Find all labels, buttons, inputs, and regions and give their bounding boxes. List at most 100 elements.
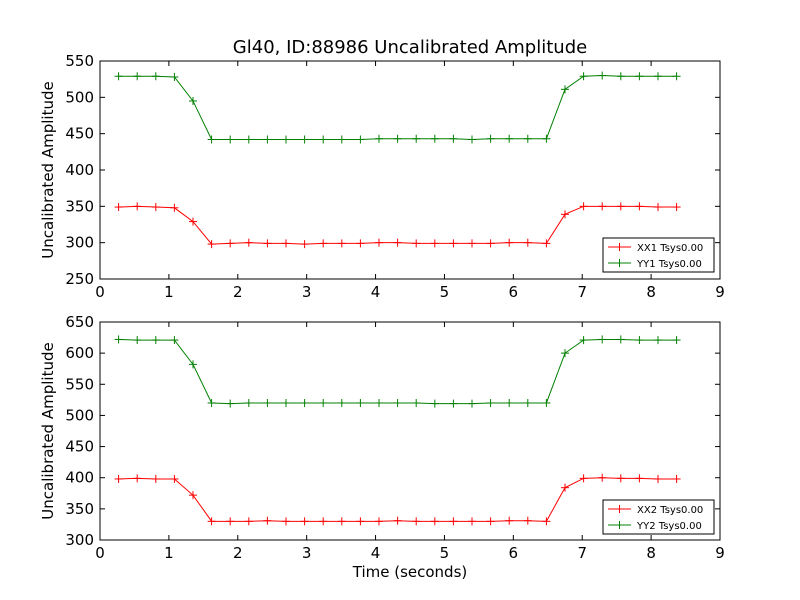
y-tick-label: 350 — [65, 500, 94, 518]
series-0-point — [635, 202, 644, 211]
x-tick-label: 4 — [371, 283, 381, 301]
series-1-point — [672, 72, 681, 81]
series-0-point — [114, 474, 123, 483]
series-0-point — [337, 517, 346, 526]
series-1-point — [579, 336, 588, 345]
series-0-point — [654, 203, 662, 212]
series-0-point — [561, 210, 569, 219]
series-1-point — [282, 398, 290, 407]
x-tick-label: 8 — [646, 283, 656, 301]
series-1-point — [654, 336, 662, 345]
x-tick-label: 2 — [233, 544, 243, 562]
series-1-point — [486, 134, 495, 143]
series-0-point — [263, 239, 272, 248]
series-1-point — [393, 134, 402, 143]
x-tick-label: 9 — [715, 283, 725, 301]
y-tick-label: 450 — [65, 438, 94, 456]
series-0-point — [356, 517, 365, 526]
x-tick-label: 4 — [371, 544, 381, 562]
series-0-point — [207, 240, 216, 249]
y-axis-label: Uncalibrated Amplitude — [39, 342, 57, 519]
series-0-point — [616, 202, 625, 211]
y-tick-label: 300 — [65, 234, 94, 252]
series-1-point — [356, 398, 365, 407]
x-tick-label: 5 — [440, 544, 450, 562]
bottom-plot-panel: 0 1 2 3 4 5 6 7 8 9 300 350 400 450 500 550 600 650 Time (… — [39, 313, 725, 581]
series-0-point — [170, 203, 179, 212]
series-0-point — [337, 239, 346, 248]
x-tick-label: 7 — [577, 544, 587, 562]
series-1-point — [244, 135, 253, 144]
series-0-point — [189, 217, 197, 226]
series-1-point — [207, 135, 216, 144]
series-0-point — [468, 239, 476, 248]
series-0-point — [356, 239, 365, 248]
series-0-point — [151, 474, 160, 483]
series-0-point — [189, 491, 197, 500]
series-0-point — [542, 517, 551, 526]
series-0-point — [598, 202, 607, 211]
series-0-point — [579, 202, 588, 211]
series-1-point — [282, 135, 290, 144]
series-0-point — [263, 516, 272, 525]
series-1-point — [430, 134, 439, 143]
chart-title: Gl40, ID:88986 Uncalibrated Amplitude — [233, 37, 587, 58]
series-1-point — [505, 134, 514, 143]
series-0-point — [300, 517, 309, 526]
series-1-point — [523, 398, 532, 407]
series-0-point — [598, 473, 607, 482]
series-1-point — [189, 96, 197, 105]
series-0-point — [375, 517, 383, 526]
series-0-point — [300, 240, 309, 249]
series-1-point — [300, 135, 309, 144]
series-0-point — [282, 239, 290, 248]
series-1-point — [412, 398, 421, 407]
series-1-point — [151, 336, 160, 345]
series-0-point — [430, 517, 439, 526]
y-tick-label: 350 — [65, 197, 94, 215]
series-1-point — [635, 72, 644, 81]
series-0-point — [561, 483, 569, 492]
series-0-point — [226, 517, 235, 526]
series-1-point — [449, 399, 458, 408]
series-1-point — [598, 71, 607, 80]
x-tick-label: 1 — [164, 283, 174, 301]
y-tick-label: 400 — [65, 469, 94, 487]
series-0-point — [542, 239, 551, 248]
x-tick-label: 2 — [233, 283, 243, 301]
series-1-point — [449, 134, 458, 143]
x-tick-label: 9 — [715, 544, 725, 562]
x-tick-label: 0 — [95, 544, 105, 562]
series-0-point — [672, 203, 681, 212]
series-1-point — [226, 135, 235, 144]
series-1-point — [393, 398, 402, 407]
y-tick-label: 300 — [65, 531, 94, 549]
series-1-point — [616, 335, 625, 344]
series-1-point — [133, 336, 142, 345]
series-0-point — [412, 239, 421, 248]
series-0-point — [375, 238, 383, 247]
y-tick-label: 500 — [65, 406, 94, 424]
series-0-point — [430, 239, 439, 248]
series-1-point — [468, 399, 476, 408]
series-1-point — [654, 72, 662, 81]
series-0-point — [282, 517, 290, 526]
x-axis-label: Time (seconds) — [352, 563, 468, 581]
legend: XX2 Tsys0.00 YY2 Tsys0.00 — [602, 499, 715, 535]
series-0-point — [151, 203, 160, 212]
series-1-point — [561, 349, 569, 358]
series-1-point — [244, 398, 253, 407]
series-0-point — [449, 517, 458, 526]
legend: XX1 Tsys0.00 YY1 Tsys0.00 — [602, 237, 715, 273]
legend-label: XX2 Tsys0.00 — [637, 505, 703, 516]
series-0-point — [412, 517, 421, 526]
series-0-point — [449, 239, 458, 248]
y-tick-label: 550 — [65, 52, 94, 70]
series-1-point — [523, 134, 532, 143]
series-1-point — [170, 72, 179, 81]
legend-label: XX1 Tsys0.00 — [637, 243, 703, 254]
series-0-point — [207, 517, 216, 526]
series-1-point — [672, 336, 681, 345]
x-tick-label: 6 — [509, 544, 519, 562]
series-1-point — [226, 399, 235, 408]
